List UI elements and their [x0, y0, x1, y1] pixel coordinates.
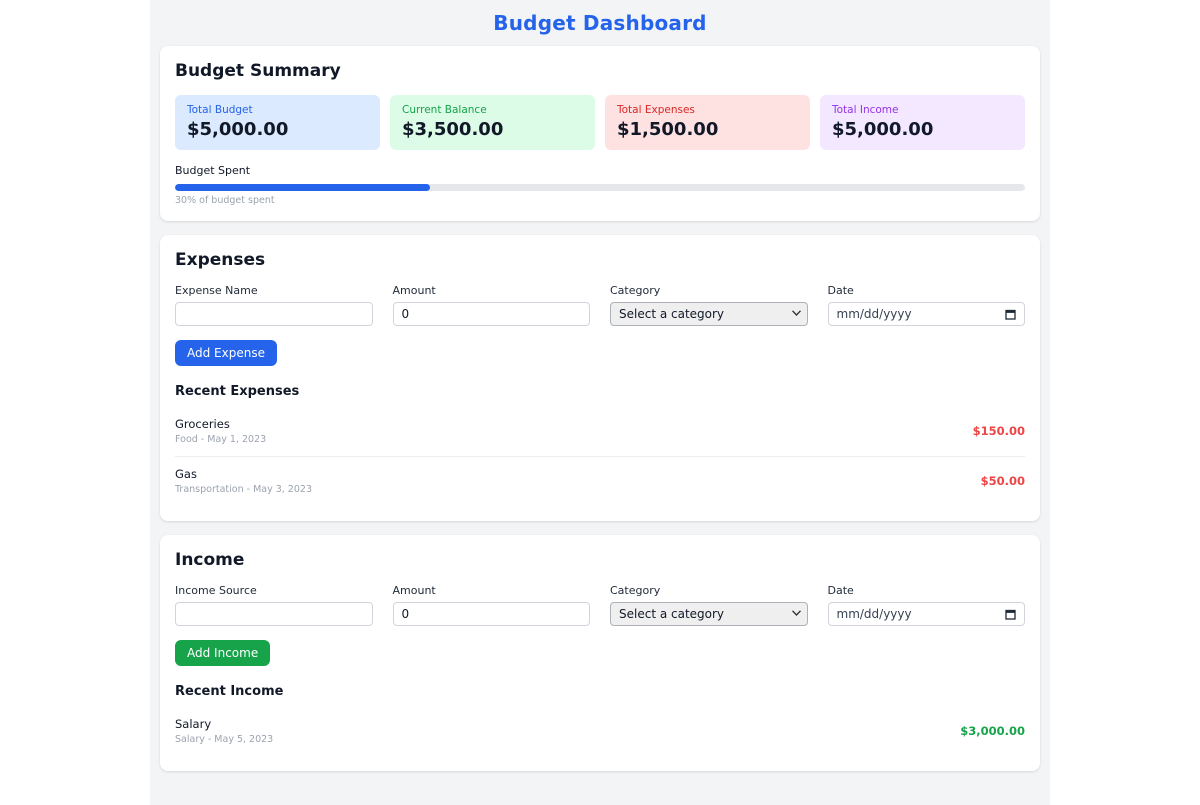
income-card: Income Income Source Amount Category Sel…: [160, 535, 1040, 771]
income-source-label: Income Source: [175, 584, 373, 597]
expense-name-input[interactable]: [175, 302, 373, 326]
add-income-button[interactable]: Add Income: [175, 640, 270, 666]
expense-form: Expense Name Amount Category Select a ca…: [175, 284, 1025, 326]
income-row: Salary Salary - May 5, 2023 $3,000.00: [175, 707, 1025, 756]
recent-expenses-heading: Recent Expenses: [175, 384, 1025, 399]
expense-row-meta: Transportation - May 3, 2023: [175, 484, 312, 495]
expense-row-name: Gas: [175, 467, 312, 481]
stat-total-income-label: Total Income: [832, 104, 1013, 116]
expense-date-field-group: Date mm/dd/yyyy: [828, 284, 1026, 326]
income-amount-input[interactable]: [393, 602, 591, 626]
income-category-label: Category: [610, 584, 808, 597]
calendar-icon[interactable]: [1005, 309, 1016, 320]
income-row-info: Salary Salary - May 5, 2023: [175, 717, 273, 745]
expense-row-name: Groceries: [175, 417, 266, 431]
stat-total-budget-label: Total Budget: [187, 104, 368, 116]
expense-amount-input[interactable]: [393, 302, 591, 326]
income-date-field-group: Date mm/dd/yyyy: [828, 584, 1026, 626]
expense-row: Groceries Food - May 1, 2023 $150.00: [175, 407, 1025, 457]
recent-income-heading: Recent Income: [175, 684, 1025, 699]
expense-row: Gas Transportation - May 3, 2023 $50.00: [175, 457, 1025, 506]
expense-amount-label: Amount: [393, 284, 591, 297]
expense-category-select[interactable]: Select a category: [610, 302, 808, 326]
expenses-card: Expenses Expense Name Amount Category Se…: [160, 235, 1040, 521]
stat-current-balance-value: $3,500.00: [402, 119, 583, 140]
stat-total-expenses: Total Expenses $1,500.00: [605, 95, 810, 150]
expense-date-placeholder: mm/dd/yyyy: [837, 307, 912, 321]
expense-date-label: Date: [828, 284, 1026, 297]
income-row-meta: Salary - May 5, 2023: [175, 734, 273, 745]
budget-progress-block: Budget Spent 30% of budget spent: [175, 164, 1025, 206]
income-amount-label: Amount: [393, 584, 591, 597]
expense-category-field-group: Category Select a category: [610, 284, 808, 326]
income-source-field-group: Income Source: [175, 584, 373, 626]
expense-date-input[interactable]: mm/dd/yyyy: [828, 302, 1026, 326]
summary-stats-row: Total Budget $5,000.00 Current Balance $…: [175, 95, 1025, 150]
income-date-label: Date: [828, 584, 1026, 597]
expense-row-amount: $150.00: [973, 424, 1025, 438]
expense-row-info: Gas Transportation - May 3, 2023: [175, 467, 312, 495]
income-heading: Income: [175, 550, 1025, 570]
stat-total-budget-value: $5,000.00: [187, 119, 368, 140]
app-header: Budget Dashboard: [150, 1, 1050, 46]
income-row-amount: $3,000.00: [960, 724, 1025, 738]
stat-total-expenses-label: Total Expenses: [617, 104, 798, 116]
income-amount-field-group: Amount: [393, 584, 591, 626]
budget-summary-card: Budget Summary Total Budget $5,000.00 Cu…: [160, 46, 1040, 221]
budget-progress-caption: 30% of budget spent: [175, 195, 1025, 206]
budget-progress-track: [175, 184, 1025, 191]
budget-progress-label: Budget Spent: [175, 164, 1025, 177]
expense-name-field-group: Expense Name: [175, 284, 373, 326]
income-category-select[interactable]: Select a category: [610, 602, 808, 626]
expense-category-label: Category: [610, 284, 808, 297]
add-expense-button[interactable]: Add Expense: [175, 340, 277, 366]
expense-amount-field-group: Amount: [393, 284, 591, 326]
income-date-input[interactable]: mm/dd/yyyy: [828, 602, 1026, 626]
stat-current-balance: Current Balance $3,500.00: [390, 95, 595, 150]
page-title: Budget Dashboard: [150, 11, 1050, 35]
expense-row-amount: $50.00: [981, 474, 1025, 488]
budget-progress-fill: [175, 184, 430, 191]
income-form: Income Source Amount Category Select a c…: [175, 584, 1025, 626]
expense-row-meta: Food - May 1, 2023: [175, 434, 266, 445]
expenses-heading: Expenses: [175, 250, 1025, 270]
income-date-placeholder: mm/dd/yyyy: [837, 607, 912, 621]
income-source-input[interactable]: [175, 602, 373, 626]
stat-total-budget: Total Budget $5,000.00: [175, 95, 380, 150]
budget-dashboard-app: Budget Dashboard Budget Summary Total Bu…: [150, 0, 1050, 805]
stat-current-balance-label: Current Balance: [402, 104, 583, 116]
expense-name-label: Expense Name: [175, 284, 373, 297]
recent-income-list: Salary Salary - May 5, 2023 $3,000.00: [175, 707, 1025, 756]
stat-total-expenses-value: $1,500.00: [617, 119, 798, 140]
stat-total-income: Total Income $5,000.00: [820, 95, 1025, 150]
budget-summary-heading: Budget Summary: [175, 61, 1025, 81]
stat-total-income-value: $5,000.00: [832, 119, 1013, 140]
recent-expenses-list: Groceries Food - May 1, 2023 $150.00 Gas…: [175, 407, 1025, 506]
expense-row-info: Groceries Food - May 1, 2023: [175, 417, 266, 445]
income-row-name: Salary: [175, 717, 273, 731]
income-category-field-group: Category Select a category: [610, 584, 808, 626]
calendar-icon[interactable]: [1005, 609, 1016, 620]
